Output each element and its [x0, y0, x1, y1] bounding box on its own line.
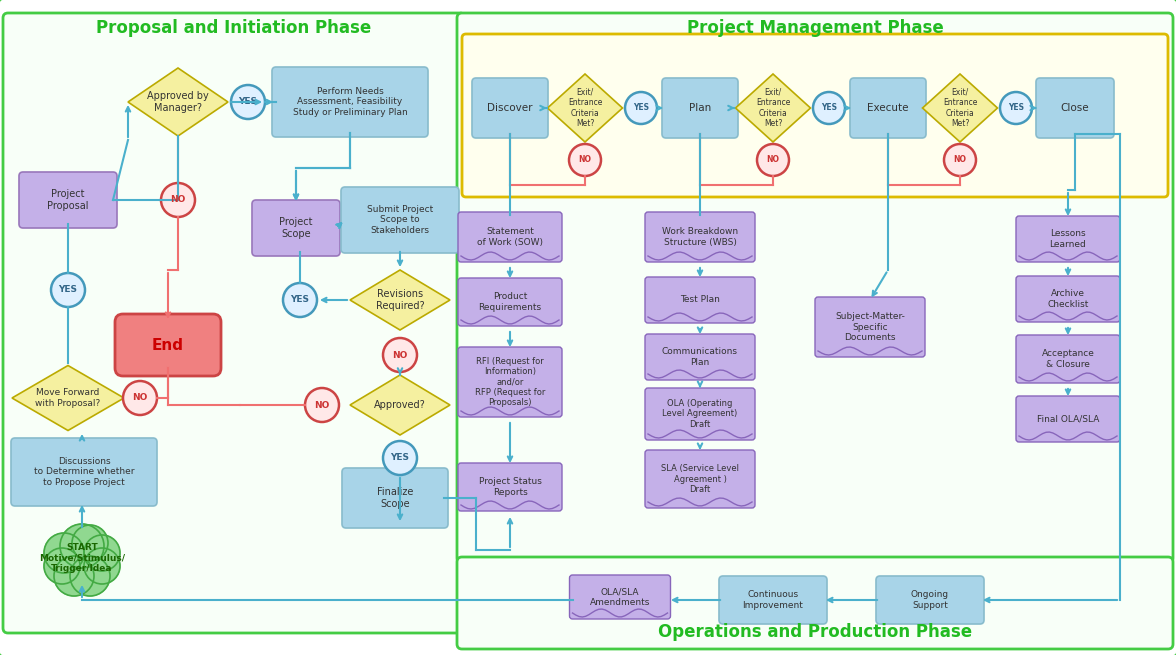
Polygon shape: [350, 375, 450, 435]
Text: Archive
Checklist: Archive Checklist: [1048, 290, 1089, 309]
FancyBboxPatch shape: [272, 67, 428, 137]
Text: Exit/
Entrance
Criteria
Met?: Exit/ Entrance Criteria Met?: [943, 88, 977, 128]
Text: Subject-Matter-
Specific
Documents: Subject-Matter- Specific Documents: [835, 312, 906, 342]
Text: Proposal and Initiation Phase: Proposal and Initiation Phase: [96, 19, 372, 37]
Circle shape: [83, 548, 120, 584]
Text: Project Status
Reports: Project Status Reports: [479, 477, 541, 496]
Circle shape: [944, 144, 976, 176]
Text: Ongoing
Support: Ongoing Support: [911, 590, 949, 610]
Text: NO: NO: [954, 155, 967, 164]
FancyBboxPatch shape: [457, 347, 562, 417]
Text: Discussions
to Determine whether
to Propose Project: Discussions to Determine whether to Prop…: [34, 457, 134, 487]
FancyBboxPatch shape: [472, 78, 548, 138]
Text: Approved by
Manager?: Approved by Manager?: [147, 91, 209, 113]
FancyBboxPatch shape: [457, 557, 1172, 649]
Text: Project Management Phase: Project Management Phase: [687, 19, 943, 37]
Text: SLA (Service Level
Agreement )
Draft: SLA (Service Level Agreement ) Draft: [661, 464, 739, 494]
Text: NO: NO: [393, 350, 408, 360]
Circle shape: [123, 381, 158, 415]
Text: NO: NO: [171, 195, 186, 204]
Text: Exit/
Entrance
Criteria
Met?: Exit/ Entrance Criteria Met?: [756, 88, 790, 128]
Text: Exit/
Entrance
Criteria
Met?: Exit/ Entrance Criteria Met?: [568, 88, 602, 128]
Circle shape: [383, 338, 417, 372]
FancyBboxPatch shape: [4, 13, 465, 633]
FancyBboxPatch shape: [115, 314, 221, 376]
Circle shape: [44, 533, 83, 573]
Text: OLA/SLA
Amendments: OLA/SLA Amendments: [590, 588, 650, 607]
Text: Plan: Plan: [689, 103, 711, 113]
FancyBboxPatch shape: [1036, 78, 1114, 138]
Text: Approved?: Approved?: [374, 400, 426, 410]
FancyBboxPatch shape: [644, 277, 755, 323]
Text: START
Motive/Stimulus/
Trigger/Idea: START Motive/Stimulus/ Trigger/Idea: [39, 543, 125, 573]
FancyBboxPatch shape: [462, 34, 1168, 197]
Text: YES: YES: [290, 295, 309, 305]
Circle shape: [71, 556, 111, 596]
Text: YES: YES: [59, 286, 78, 295]
Circle shape: [44, 548, 80, 584]
Circle shape: [305, 388, 339, 422]
Circle shape: [51, 273, 85, 307]
FancyBboxPatch shape: [1016, 396, 1120, 442]
Polygon shape: [128, 68, 228, 136]
Circle shape: [569, 144, 601, 176]
Text: Statement
of Work (SOW): Statement of Work (SOW): [477, 227, 543, 247]
FancyBboxPatch shape: [252, 200, 340, 256]
Text: Operations and Production Phase: Operations and Production Phase: [657, 623, 973, 641]
Text: Test Plan: Test Plan: [680, 295, 720, 305]
FancyBboxPatch shape: [662, 78, 739, 138]
FancyBboxPatch shape: [876, 576, 984, 624]
Circle shape: [757, 144, 789, 176]
Circle shape: [624, 92, 657, 124]
Text: NO: NO: [133, 394, 148, 403]
FancyBboxPatch shape: [1016, 216, 1120, 262]
FancyBboxPatch shape: [11, 438, 158, 506]
FancyBboxPatch shape: [342, 468, 448, 528]
Text: NO: NO: [579, 155, 592, 164]
Polygon shape: [548, 74, 622, 142]
Text: Execute: Execute: [867, 103, 909, 113]
FancyBboxPatch shape: [341, 187, 459, 253]
Polygon shape: [350, 270, 450, 330]
Text: Final OLA/SLA: Final OLA/SLA: [1037, 415, 1100, 424]
Text: Work Breakdown
Structure (WBS): Work Breakdown Structure (WBS): [662, 227, 739, 247]
Text: YES: YES: [1008, 103, 1024, 113]
Circle shape: [383, 441, 417, 475]
Text: Acceptance
& Closure: Acceptance & Closure: [1042, 349, 1095, 369]
FancyBboxPatch shape: [644, 212, 755, 262]
FancyBboxPatch shape: [644, 450, 755, 508]
Text: End: End: [152, 337, 183, 352]
FancyBboxPatch shape: [569, 575, 670, 619]
Text: Product
Requirements: Product Requirements: [479, 292, 542, 312]
Circle shape: [813, 92, 846, 124]
FancyBboxPatch shape: [457, 13, 1172, 563]
FancyBboxPatch shape: [1016, 276, 1120, 322]
Circle shape: [72, 525, 108, 561]
FancyBboxPatch shape: [815, 297, 926, 357]
Polygon shape: [922, 74, 997, 142]
FancyBboxPatch shape: [457, 212, 562, 262]
Text: Continuous
Improvement: Continuous Improvement: [742, 590, 803, 610]
Text: Discover: Discover: [487, 103, 533, 113]
Circle shape: [161, 183, 195, 217]
FancyBboxPatch shape: [850, 78, 926, 138]
Polygon shape: [735, 74, 810, 142]
Text: OLA (Operating
Level Agreement)
Draft: OLA (Operating Level Agreement) Draft: [662, 399, 737, 429]
Text: Submit Project
Scope to
Stakeholders: Submit Project Scope to Stakeholders: [367, 205, 433, 235]
FancyBboxPatch shape: [457, 463, 562, 511]
Text: YES: YES: [633, 103, 649, 113]
Text: YES: YES: [239, 98, 258, 107]
Text: Finalize
Scope: Finalize Scope: [376, 487, 413, 509]
FancyBboxPatch shape: [457, 278, 562, 326]
Text: Perform Needs
Assessment, Feasibility
Study or Preliminary Plan: Perform Needs Assessment, Feasibility St…: [293, 87, 407, 117]
Circle shape: [54, 556, 94, 596]
FancyBboxPatch shape: [719, 576, 827, 624]
Text: Move Forward
with Proposal?: Move Forward with Proposal?: [35, 388, 101, 407]
Circle shape: [83, 535, 120, 571]
Circle shape: [283, 283, 318, 317]
Polygon shape: [12, 365, 123, 430]
Text: NO: NO: [767, 155, 780, 164]
Text: Lessons
Learned: Lessons Learned: [1050, 229, 1087, 249]
FancyBboxPatch shape: [644, 334, 755, 380]
